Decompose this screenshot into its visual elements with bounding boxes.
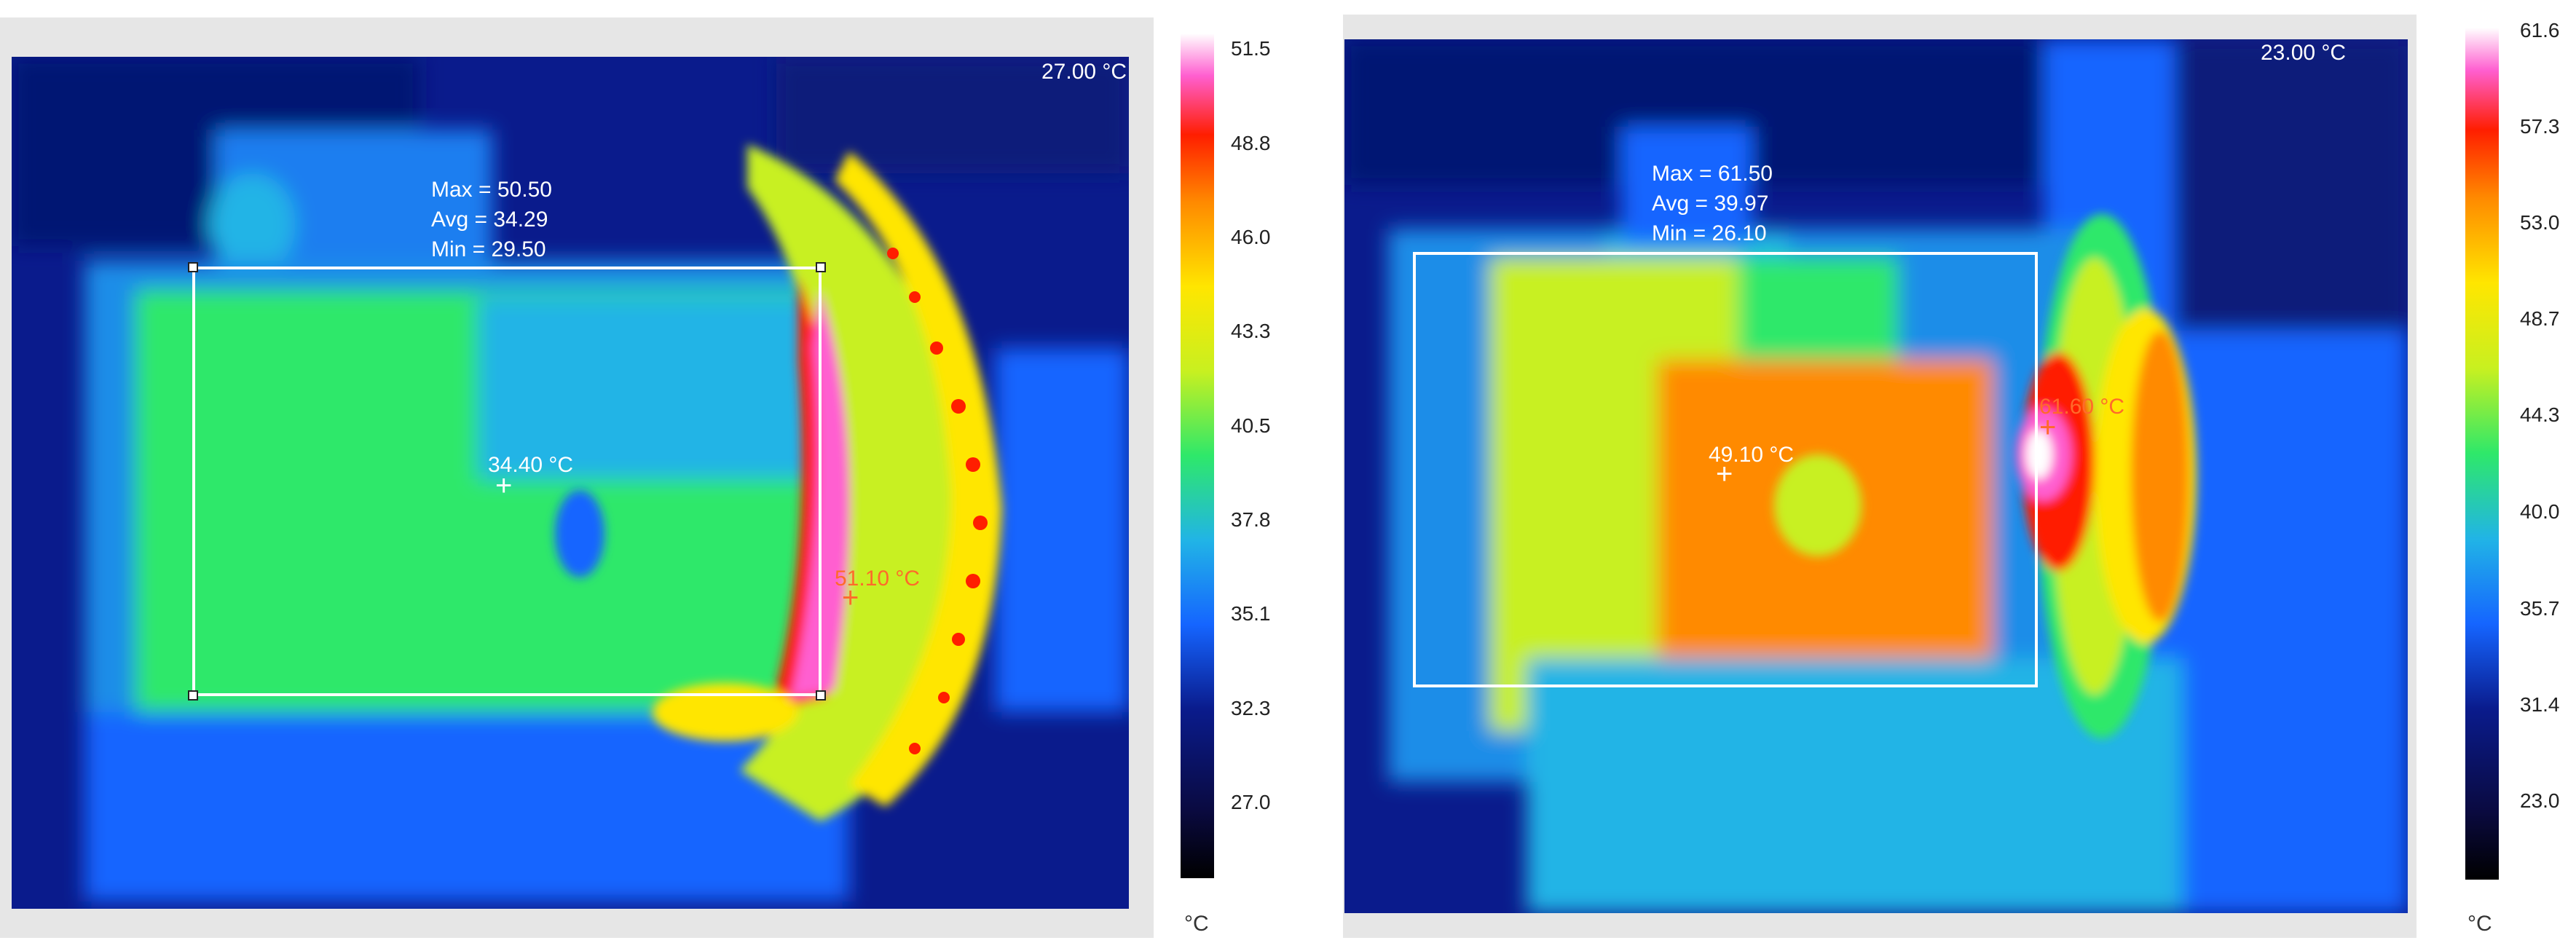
left-scale-tick: 37.8 [1231,508,1271,531]
right-thermal-image [1344,39,2408,913]
right-corner-reading: 23.00 °C [2261,41,2347,65]
left-stat-max: Max = 50.50 [431,178,552,202]
left-roi-handle-br[interactable] [816,690,826,701]
left-spot-hot-crosshair-icon: + [842,582,859,614]
right-scale-tick: 31.4 [2520,693,2560,716]
left-roi-box[interactable] [192,267,822,696]
right-scale-tick: 44.3 [2520,403,2560,426]
left-corner-reading: 27.00 °C [1041,60,1127,84]
right-color-scale-bar [2465,28,2499,880]
right-spot-center-label: 49.10 °C [1709,443,1795,467]
right-stat-min: Min = 26.10 [1652,221,1767,245]
right-roi-box[interactable] [1413,252,2038,687]
right-spot-center-crosshair-icon: + [1716,458,1733,490]
left-scale-tick: 43.3 [1231,320,1271,342]
left-scale-tick: 40.5 [1231,414,1271,437]
right-scale-tick: 61.6 [2520,19,2560,42]
left-roi-handle-bl[interactable] [188,690,198,701]
right-thermal-panel: 23.00 °C Max = 61.50 Avg = 39.97 Min = 2… [1288,0,2576,951]
left-stat-avg: Avg = 34.29 [431,208,548,232]
right-roi-stats: Max = 61.50 Avg = 39.97 Min = 26.10 [1652,159,1773,248]
left-roi-handle-tl[interactable] [188,262,198,272]
right-scale-tick: 23.0 [2520,789,2560,812]
right-stat-avg: Avg = 39.97 [1652,192,1769,216]
left-scale-tick: 51.5 [1231,37,1271,60]
right-spot-hot-label: 61.60 °C [2039,395,2125,419]
left-spot-center-crosshair-icon: + [495,470,513,502]
left-scale-tick: 48.8 [1231,132,1271,154]
left-unit-label: °C [1184,912,1209,936]
left-roi-handle-tr[interactable] [816,262,826,272]
right-scale-tick: 35.7 [2520,597,2560,620]
left-thermal-image [12,57,1129,909]
right-scale-tick: 48.7 [2520,307,2560,330]
left-spot-hot-label: 51.10 °C [835,567,921,591]
right-unit-label: °C [2467,912,2492,936]
left-thermal-panel: 27.00 °C Max = 50.50 Avg = 34.29 Min = 2… [0,17,1271,938]
right-spot-hot-crosshair-icon: + [2039,411,2057,443]
left-roi-stats: Max = 50.50 Avg = 34.29 Min = 29.50 [431,175,552,264]
left-scale-tick: 27.0 [1231,791,1271,813]
left-color-scale-bar [1181,33,1214,878]
left-stat-min: Min = 29.50 [431,237,546,261]
left-scale-tick: 32.3 [1231,697,1271,719]
right-scale-tick: 40.0 [2520,500,2560,523]
left-spot-center-label: 34.40 °C [488,453,574,477]
left-scale-tick: 35.1 [1231,602,1271,625]
right-stat-max: Max = 61.50 [1652,162,1773,186]
right-scale-tick: 53.0 [2520,211,2560,234]
left-scale-tick: 46.0 [1231,226,1271,248]
right-scale-tick: 57.3 [2520,115,2560,138]
